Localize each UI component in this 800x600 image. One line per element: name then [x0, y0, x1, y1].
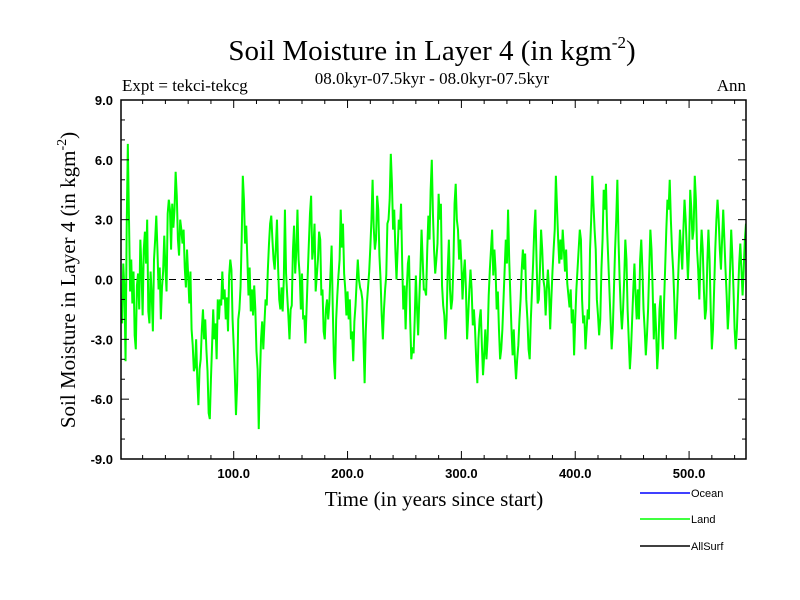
legend-label-land: Land [691, 514, 715, 526]
y-tick-label: -6.0 [91, 392, 113, 407]
y-tick-label: -3.0 [91, 332, 113, 347]
chart-legend: Ocean Land AllSurf [640, 488, 724, 553]
y-tick-label: 9.0 [95, 93, 113, 108]
x-tick-label: 300.0 [445, 466, 478, 481]
x-tick-label: 100.0 [217, 466, 250, 481]
period-label: 08.0kyr-07.5kyr - 08.0kyr-07.5kyr [315, 69, 550, 88]
chart-title: Soil Moisture in Layer 4 (in kgm-2) [228, 33, 635, 67]
y-tick-label: -9.0 [91, 452, 113, 467]
x-tick-label: 200.0 [331, 466, 364, 481]
legend-label-allsurf: AllSurf [691, 541, 724, 553]
y-tick-label: 0.0 [95, 273, 113, 288]
land-series-line [121, 143, 746, 430]
season-label: Ann [717, 76, 747, 95]
legend-label-ocean: Ocean [691, 488, 723, 500]
y-axis-label: Soil Moisture in Layer 4 (in kgm-2) [55, 132, 80, 428]
x-axis: 100.0 200.0 300.0 400.0 500.0 [142, 100, 736, 481]
y-tick-label: 3.0 [95, 213, 113, 228]
x-tick-label: 400.0 [559, 466, 592, 481]
experiment-label: Expt = tekci-tekcg [122, 76, 248, 95]
y-axis: -9.0 -6.0 -3.0 0.0 3.0 6.0 9.0 [91, 93, 746, 467]
x-tick-label: 500.0 [673, 466, 706, 481]
y-tick-label: 6.0 [95, 153, 113, 168]
x-axis-label: Time (in years since start) [325, 487, 544, 511]
